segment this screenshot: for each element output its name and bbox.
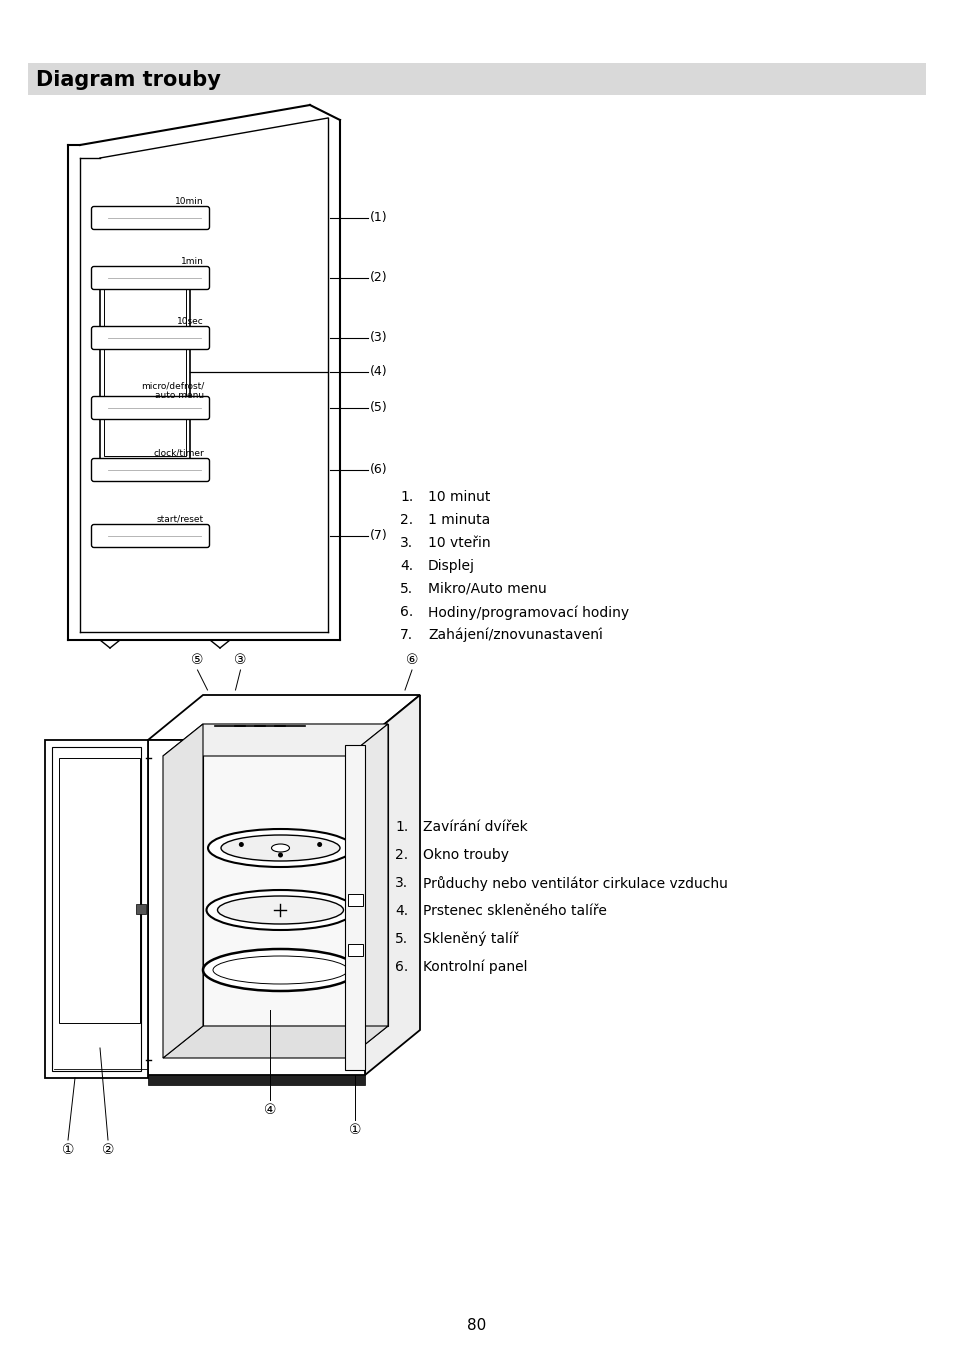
FancyBboxPatch shape — [91, 266, 210, 289]
Text: 1min: 1min — [181, 257, 204, 265]
Text: (7): (7) — [370, 530, 387, 542]
Polygon shape — [203, 725, 388, 1026]
FancyBboxPatch shape — [91, 326, 210, 350]
Text: auto menu: auto menu — [154, 392, 204, 400]
Bar — [104, 276, 186, 456]
Text: Displej: Displej — [428, 558, 475, 573]
Text: Okno trouby: Okno trouby — [422, 848, 509, 863]
Text: ⑤: ⑤ — [191, 653, 204, 667]
Text: Skleněný talíř: Skleněný talíř — [422, 932, 518, 946]
Bar — [45, 740, 148, 1078]
Text: 1 minuta: 1 minuta — [428, 512, 490, 527]
Text: ③: ③ — [234, 653, 247, 667]
Text: ④: ④ — [263, 1103, 276, 1117]
Text: 6.: 6. — [395, 960, 408, 973]
Polygon shape — [163, 725, 203, 1059]
Text: ⑥: ⑥ — [405, 653, 417, 667]
Bar — [348, 944, 363, 956]
Text: ②: ② — [102, 1142, 114, 1157]
Text: (6): (6) — [370, 464, 387, 476]
Text: (2): (2) — [370, 272, 387, 284]
Ellipse shape — [221, 836, 339, 861]
Text: 6.: 6. — [399, 604, 413, 619]
Bar — [148, 740, 365, 1075]
Ellipse shape — [208, 829, 353, 867]
Bar — [345, 745, 365, 1069]
Polygon shape — [163, 1026, 388, 1059]
Ellipse shape — [217, 896, 343, 923]
Text: (4): (4) — [370, 365, 387, 379]
Text: (1): (1) — [370, 211, 387, 224]
FancyBboxPatch shape — [91, 207, 210, 230]
Circle shape — [277, 853, 283, 857]
Text: micro/defrost/: micro/defrost/ — [141, 381, 204, 391]
Text: 7.: 7. — [399, 627, 413, 642]
Bar — [100, 272, 190, 460]
Text: 1.: 1. — [399, 489, 413, 504]
Ellipse shape — [203, 949, 357, 991]
Text: (3): (3) — [370, 331, 387, 345]
Text: 5.: 5. — [395, 932, 408, 946]
Text: 10min: 10min — [175, 196, 204, 206]
Text: Zahájení/znovunastavení: Zahájení/znovunastavení — [428, 627, 602, 642]
Text: 2.: 2. — [395, 848, 408, 863]
Polygon shape — [348, 725, 388, 1059]
Ellipse shape — [272, 844, 289, 852]
Bar — [52, 748, 141, 1071]
Bar — [28, 64, 925, 95]
Text: 2.: 2. — [399, 512, 413, 527]
FancyBboxPatch shape — [91, 458, 210, 481]
Bar — [348, 894, 363, 906]
Text: 3.: 3. — [395, 876, 408, 890]
Text: (5): (5) — [370, 402, 387, 415]
Text: 1.: 1. — [395, 821, 408, 834]
Polygon shape — [365, 695, 419, 1075]
FancyBboxPatch shape — [91, 396, 210, 419]
Text: 4.: 4. — [399, 558, 413, 573]
Circle shape — [238, 842, 244, 846]
Text: start/reset: start/reset — [156, 515, 204, 523]
Text: Mikro/Auto menu: Mikro/Auto menu — [428, 581, 546, 596]
FancyBboxPatch shape — [91, 525, 210, 548]
Text: clock/timer: clock/timer — [153, 449, 204, 457]
Bar — [59, 758, 140, 1023]
Text: 10 minut: 10 minut — [428, 489, 490, 504]
Text: Hodiny/programovací hodiny: Hodiny/programovací hodiny — [428, 604, 628, 619]
Circle shape — [316, 842, 322, 846]
Text: 10sec: 10sec — [177, 316, 204, 326]
Text: ①: ① — [62, 1142, 74, 1157]
Text: 4.: 4. — [395, 904, 408, 918]
Text: 80: 80 — [467, 1317, 486, 1333]
Bar — [136, 904, 146, 914]
Text: 3.: 3. — [399, 535, 413, 550]
Text: ①: ① — [349, 1124, 361, 1137]
Polygon shape — [163, 725, 388, 756]
Polygon shape — [148, 695, 419, 740]
Text: 10 vteřin: 10 vteřin — [428, 535, 490, 550]
Text: Diagram trouby: Diagram trouby — [36, 70, 221, 91]
Ellipse shape — [206, 890, 355, 930]
Ellipse shape — [213, 956, 348, 984]
Text: Průduchy nebo ventilátor cirkulace vzduchu: Průduchy nebo ventilátor cirkulace vzduc… — [422, 876, 727, 891]
Text: Zavírání dvířek: Zavírání dvířek — [422, 821, 527, 834]
Text: 5.: 5. — [399, 581, 413, 596]
Text: Prstenec skleněného talíře: Prstenec skleněného talíře — [422, 904, 606, 918]
Text: Kontrolní panel: Kontrolní panel — [422, 960, 527, 975]
Bar — [148, 1075, 365, 1086]
